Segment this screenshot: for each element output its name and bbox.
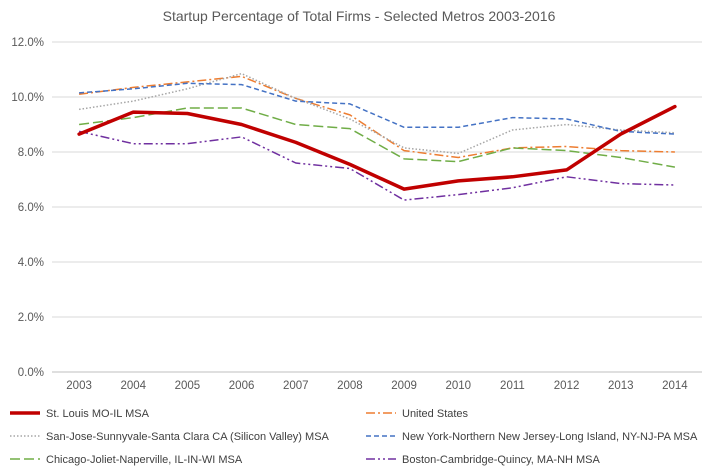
x-tick-label: 2014 bbox=[662, 380, 688, 392]
y-tick-label: 10.0% bbox=[11, 92, 44, 104]
legend-label: St. Louis MO-IL MSA bbox=[46, 408, 150, 420]
gridlines bbox=[52, 41, 702, 373]
series-lines bbox=[77, 72, 677, 201]
series-line bbox=[79, 75, 675, 159]
y-tick-label: 2.0% bbox=[18, 312, 44, 324]
y-tick-label: 4.0% bbox=[18, 257, 44, 269]
legend-label: Chicago-Joliet-Naperville, IL-IN-WI MSA bbox=[46, 454, 243, 466]
series-line bbox=[78, 72, 675, 155]
y-tick-label: 6.0% bbox=[18, 202, 44, 214]
legend-label: New York-Northern New Jersey-Long Island… bbox=[402, 431, 698, 443]
series-line bbox=[79, 107, 676, 168]
y-tick-label: 8.0% bbox=[18, 147, 44, 159]
x-tick-label: 2009 bbox=[391, 380, 417, 392]
legend-label: San-Jose-Sunnyvale-Santa Clara CA (Silic… bbox=[46, 431, 330, 443]
x-tick-label: 2005 bbox=[175, 380, 201, 392]
x-tick-label: 2010 bbox=[445, 380, 471, 392]
x-tick-label: 2011 bbox=[500, 380, 525, 392]
x-tick-label: 2013 bbox=[608, 380, 634, 392]
x-axis: 2003 2004 2005 2006 2007 2008 2009 2010 2011 2012… bbox=[66, 380, 688, 392]
series-line bbox=[78, 130, 675, 201]
x-tick-label: 2006 bbox=[229, 380, 255, 392]
x-tick-label: 2012 bbox=[554, 380, 580, 392]
y-axis: 0.0% 2.0% 4.0% 6.0% 8.0% 10.0% 12.0% bbox=[11, 37, 44, 379]
x-tick-label: 2003 bbox=[66, 380, 92, 392]
legend-label: Boston-Cambridge-Quincy, MA-NH MSA bbox=[402, 454, 601, 466]
series-line bbox=[79, 82, 675, 135]
x-tick-label: 2004 bbox=[120, 380, 146, 392]
y-tick-label: 12.0% bbox=[11, 37, 44, 49]
x-tick-label: 2008 bbox=[337, 380, 363, 392]
chart-title: Startup Percentage of Total Firms - Sele… bbox=[163, 8, 556, 24]
series-line bbox=[77, 104, 677, 191]
legend-label: United States bbox=[402, 408, 469, 420]
legend: St. Louis MO-IL MSA United States San-Jose… bbox=[10, 408, 698, 466]
x-tick-label: 2007 bbox=[283, 380, 309, 392]
y-tick-label: 0.0% bbox=[18, 367, 44, 379]
